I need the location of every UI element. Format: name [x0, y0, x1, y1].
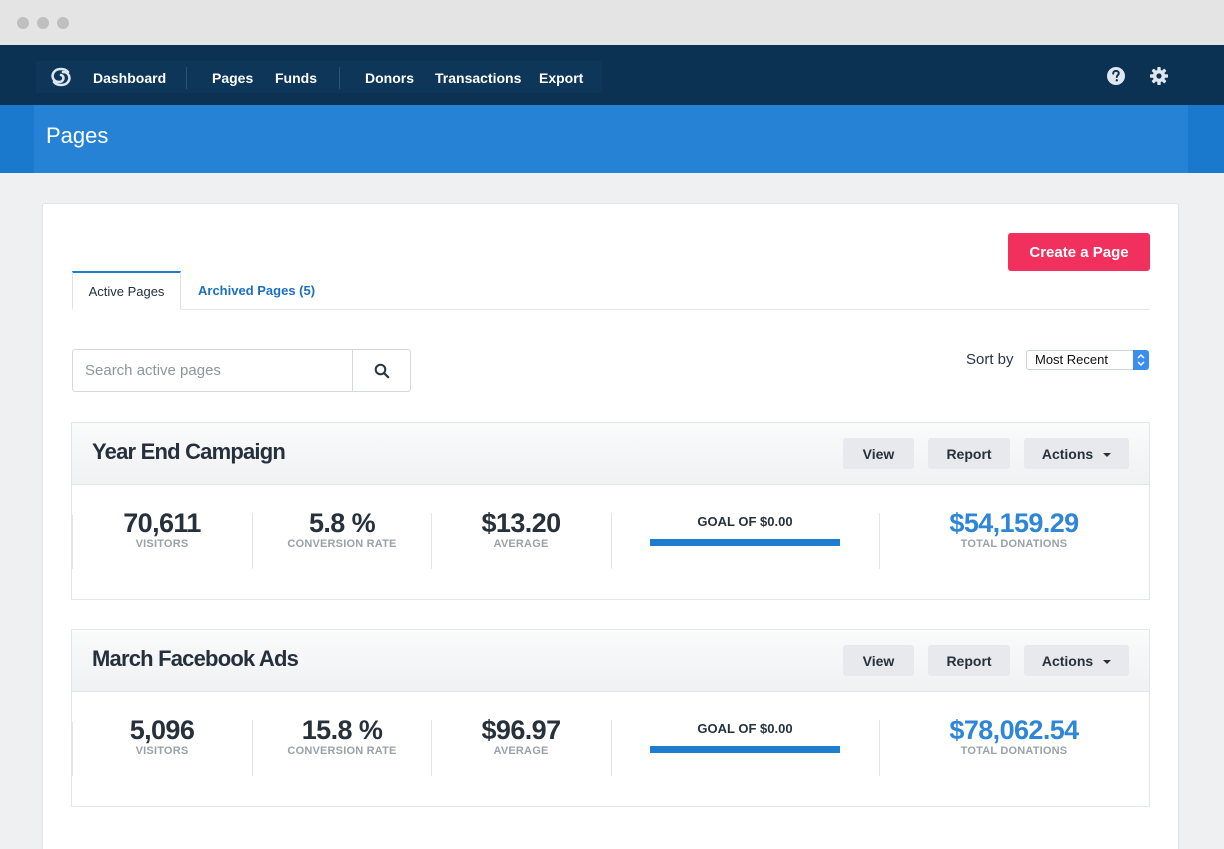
- top-navbar: [0, 45, 1224, 105]
- create-page-button[interactable]: Create a Page: [1008, 233, 1150, 271]
- conversion-value: 5.8 %: [308, 508, 376, 538]
- view-button[interactable]: View: [843, 438, 914, 469]
- nav-transactions[interactable]: Transactions: [435, 70, 522, 86]
- gear-icon[interactable]: [1149, 66, 1169, 86]
- report-button[interactable]: Report: [928, 645, 1010, 676]
- tab-archived-pages[interactable]: Archived Pages (5): [198, 283, 316, 298]
- actions-label: Actions: [1041, 652, 1094, 669]
- total-donations-label: TOTAL DONATIONS: [960, 745, 1068, 757]
- actions-dropdown[interactable]: Actions: [1024, 438, 1129, 469]
- view-button[interactable]: View: [843, 645, 914, 676]
- tabs-divider: [72, 309, 1150, 310]
- actions-dropdown[interactable]: Actions: [1024, 645, 1129, 676]
- average-value: $96.97: [481, 715, 562, 745]
- visitors-label: VISITORS: [135, 538, 189, 550]
- sort-select-value: Most Recent: [1035, 352, 1108, 367]
- divider: [431, 513, 432, 569]
- caret-down-icon: [1103, 659, 1112, 664]
- divider: [879, 513, 880, 569]
- sort-select[interactable]: Most Recent: [1026, 350, 1149, 370]
- campaign-card: Year End Campaign View Report Actions 70…: [71, 422, 1150, 600]
- nav-donors[interactable]: Donors: [365, 70, 414, 86]
- average-stat: $13.20 AVERAGE: [451, 508, 591, 550]
- nav-divider: [339, 67, 340, 89]
- report-button[interactable]: Report: [928, 438, 1010, 469]
- campaign-card: March Facebook Ads View Report Actions 5…: [71, 629, 1150, 807]
- tab-active-pages[interactable]: Active Pages: [72, 271, 181, 310]
- conversion-stat: 5.8 % CONVERSION RATE: [267, 508, 417, 550]
- nav-divider: [186, 67, 187, 89]
- nav-export[interactable]: Export: [539, 70, 584, 86]
- goal-progress-bar: [650, 746, 840, 753]
- conversion-label: CONVERSION RATE: [287, 745, 397, 757]
- page-title: Pages: [46, 123, 109, 148]
- total-donations-stat: $78,062.54 TOTAL DONATIONS: [924, 715, 1104, 757]
- nav-pages[interactable]: Pages: [212, 70, 254, 86]
- spiral-logo-icon[interactable]: [48, 66, 74, 88]
- divider: [879, 720, 880, 776]
- window-minimize-dot[interactable]: [37, 17, 49, 29]
- visitors-value: 70,611: [123, 508, 201, 538]
- goal-progress-fill: [650, 539, 840, 546]
- divider: [72, 515, 73, 569]
- campaign-title: March Facebook Ads: [92, 646, 299, 671]
- campaign-title: Year End Campaign: [92, 439, 286, 464]
- caret-down-icon: [1103, 452, 1112, 457]
- total-donations-value: $54,159.29: [949, 508, 1079, 538]
- visitors-value: 5,096: [129, 715, 195, 745]
- conversion-label: CONVERSION RATE: [287, 538, 397, 550]
- window-close-dot[interactable]: [17, 17, 29, 29]
- search-button[interactable]: [352, 350, 410, 391]
- average-stat: $96.97 AVERAGE: [451, 715, 591, 757]
- divider: [611, 513, 612, 569]
- divider: [252, 513, 253, 569]
- goal-label: GOAL OF $0.00: [697, 721, 793, 736]
- visitors-label: VISITORS: [135, 745, 189, 757]
- campaign-header: Year End Campaign View Report Actions: [72, 423, 1149, 485]
- conversion-stat: 15.8 % CONVERSION RATE: [267, 715, 417, 757]
- visitors-stat: 70,611 VISITORS: [92, 508, 232, 550]
- average-value: $13.20: [481, 508, 562, 538]
- nav-group: [36, 61, 602, 93]
- divider: [611, 720, 612, 776]
- goal-label: GOAL OF $0.00: [697, 514, 793, 529]
- search-box: [72, 349, 411, 392]
- nav-dashboard[interactable]: Dashboard: [93, 70, 167, 86]
- page-header-inner: [34, 105, 1188, 173]
- nav-funds[interactable]: Funds: [275, 70, 317, 86]
- total-donations-stat: $54,159.29 TOTAL DONATIONS: [924, 508, 1104, 550]
- campaign-header: March Facebook Ads View Report Actions: [72, 630, 1149, 692]
- visitors-stat: 5,096 VISITORS: [92, 715, 232, 757]
- window-maximize-dot[interactable]: [57, 17, 69, 29]
- goal-progress-bar: [650, 539, 840, 546]
- select-arrows-icon: [1133, 350, 1149, 370]
- conversion-value: 15.8 %: [301, 715, 383, 745]
- total-donations-value: $78,062.54: [949, 715, 1079, 745]
- search-input[interactable]: [73, 350, 352, 391]
- goal-progress-fill: [650, 746, 840, 753]
- sort-label: Sort by: [966, 351, 1014, 368]
- divider: [72, 722, 73, 776]
- actions-label: Actions: [1041, 445, 1094, 462]
- average-label: AVERAGE: [493, 538, 549, 550]
- total-donations-label: TOTAL DONATIONS: [960, 538, 1068, 550]
- average-label: AVERAGE: [493, 745, 549, 757]
- divider: [252, 720, 253, 776]
- search-icon: [374, 363, 389, 378]
- window-titlebar: [0, 0, 1224, 45]
- divider: [431, 720, 432, 776]
- question-circle-icon[interactable]: [1106, 66, 1126, 86]
